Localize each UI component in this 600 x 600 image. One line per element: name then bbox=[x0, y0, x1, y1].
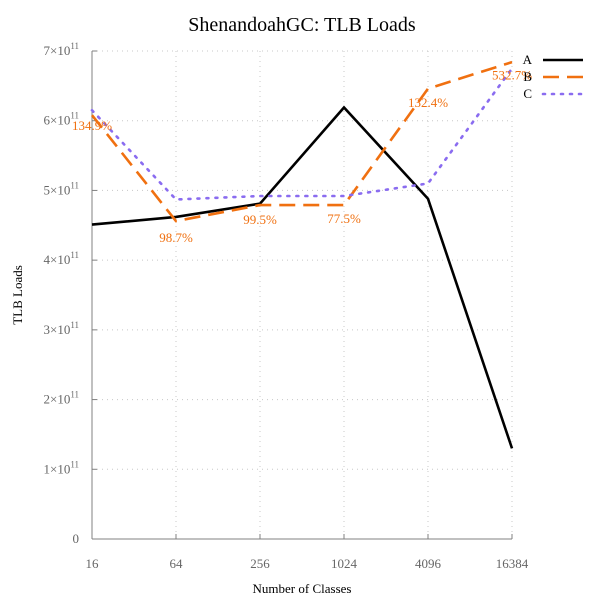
series-line-b bbox=[90, 60, 513, 223]
legend-label-c: C bbox=[523, 86, 532, 101]
annotation-label: 532.7% bbox=[492, 68, 532, 83]
annotation-label: 98.7% bbox=[159, 230, 193, 245]
annotation-label: 132.4% bbox=[408, 95, 448, 110]
series-line-c bbox=[90, 67, 514, 201]
legend: ABC bbox=[523, 52, 585, 101]
x-tick-label: 64 bbox=[170, 556, 184, 571]
series-line-a bbox=[91, 105, 514, 449]
y-tick-label: 5×1011 bbox=[43, 180, 79, 197]
y-tick-label: 2×1011 bbox=[43, 390, 79, 407]
x-tick-label: 256 bbox=[250, 556, 270, 571]
legend-label-b: B bbox=[523, 69, 532, 84]
grid bbox=[92, 50, 513, 539]
y-tick-label: 6×1011 bbox=[43, 111, 79, 128]
x-tick-label: 16384 bbox=[496, 556, 529, 571]
y-tick-label: 4×1011 bbox=[43, 250, 79, 267]
series-group bbox=[90, 60, 514, 449]
x-tick-label: 1024 bbox=[331, 556, 358, 571]
y-tick-label: 0 bbox=[73, 531, 80, 546]
y-axis-title: TLB Loads bbox=[10, 265, 25, 325]
y-tick-label: 7×1011 bbox=[43, 41, 79, 58]
x-tick-label: 4096 bbox=[415, 556, 442, 571]
axes: 0 1×1011 2×1011 3×1011 4×1011 5×1011 6×1011 7×1… bbox=[43, 41, 528, 571]
annotation-label: 77.5% bbox=[327, 211, 361, 226]
x-axis-title: Number of Classes bbox=[253, 581, 352, 596]
legend-label-a: A bbox=[523, 52, 533, 67]
annotation-label: 134.9% bbox=[72, 118, 112, 133]
y-tick-label: 1×1011 bbox=[43, 459, 79, 476]
annotations: 134.9% 98.7% 99.5% 77.5% 132.4% 532.7% bbox=[72, 68, 532, 245]
x-tick-label: 16 bbox=[86, 556, 100, 571]
y-tick-label: 3×1011 bbox=[43, 320, 79, 337]
chart-title: ShenandoahGC: TLB Loads bbox=[188, 14, 416, 36]
annotation-label: 99.5% bbox=[243, 212, 277, 227]
